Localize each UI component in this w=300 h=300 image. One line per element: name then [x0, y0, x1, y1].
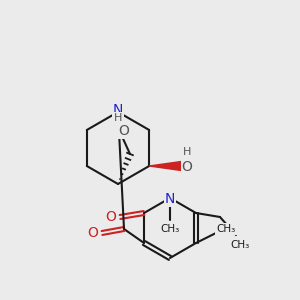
Text: N: N: [113, 103, 123, 117]
Text: CH₃: CH₃: [230, 240, 250, 250]
Text: O: O: [88, 226, 98, 240]
Text: O: O: [182, 160, 193, 174]
Text: H: H: [114, 113, 122, 123]
Polygon shape: [149, 161, 181, 170]
Text: O: O: [118, 124, 129, 138]
Text: H: H: [183, 147, 191, 157]
Text: CH₃: CH₃: [216, 224, 236, 234]
Text: O: O: [106, 210, 116, 224]
Text: CH₃: CH₃: [160, 224, 180, 234]
Text: N: N: [165, 192, 175, 206]
